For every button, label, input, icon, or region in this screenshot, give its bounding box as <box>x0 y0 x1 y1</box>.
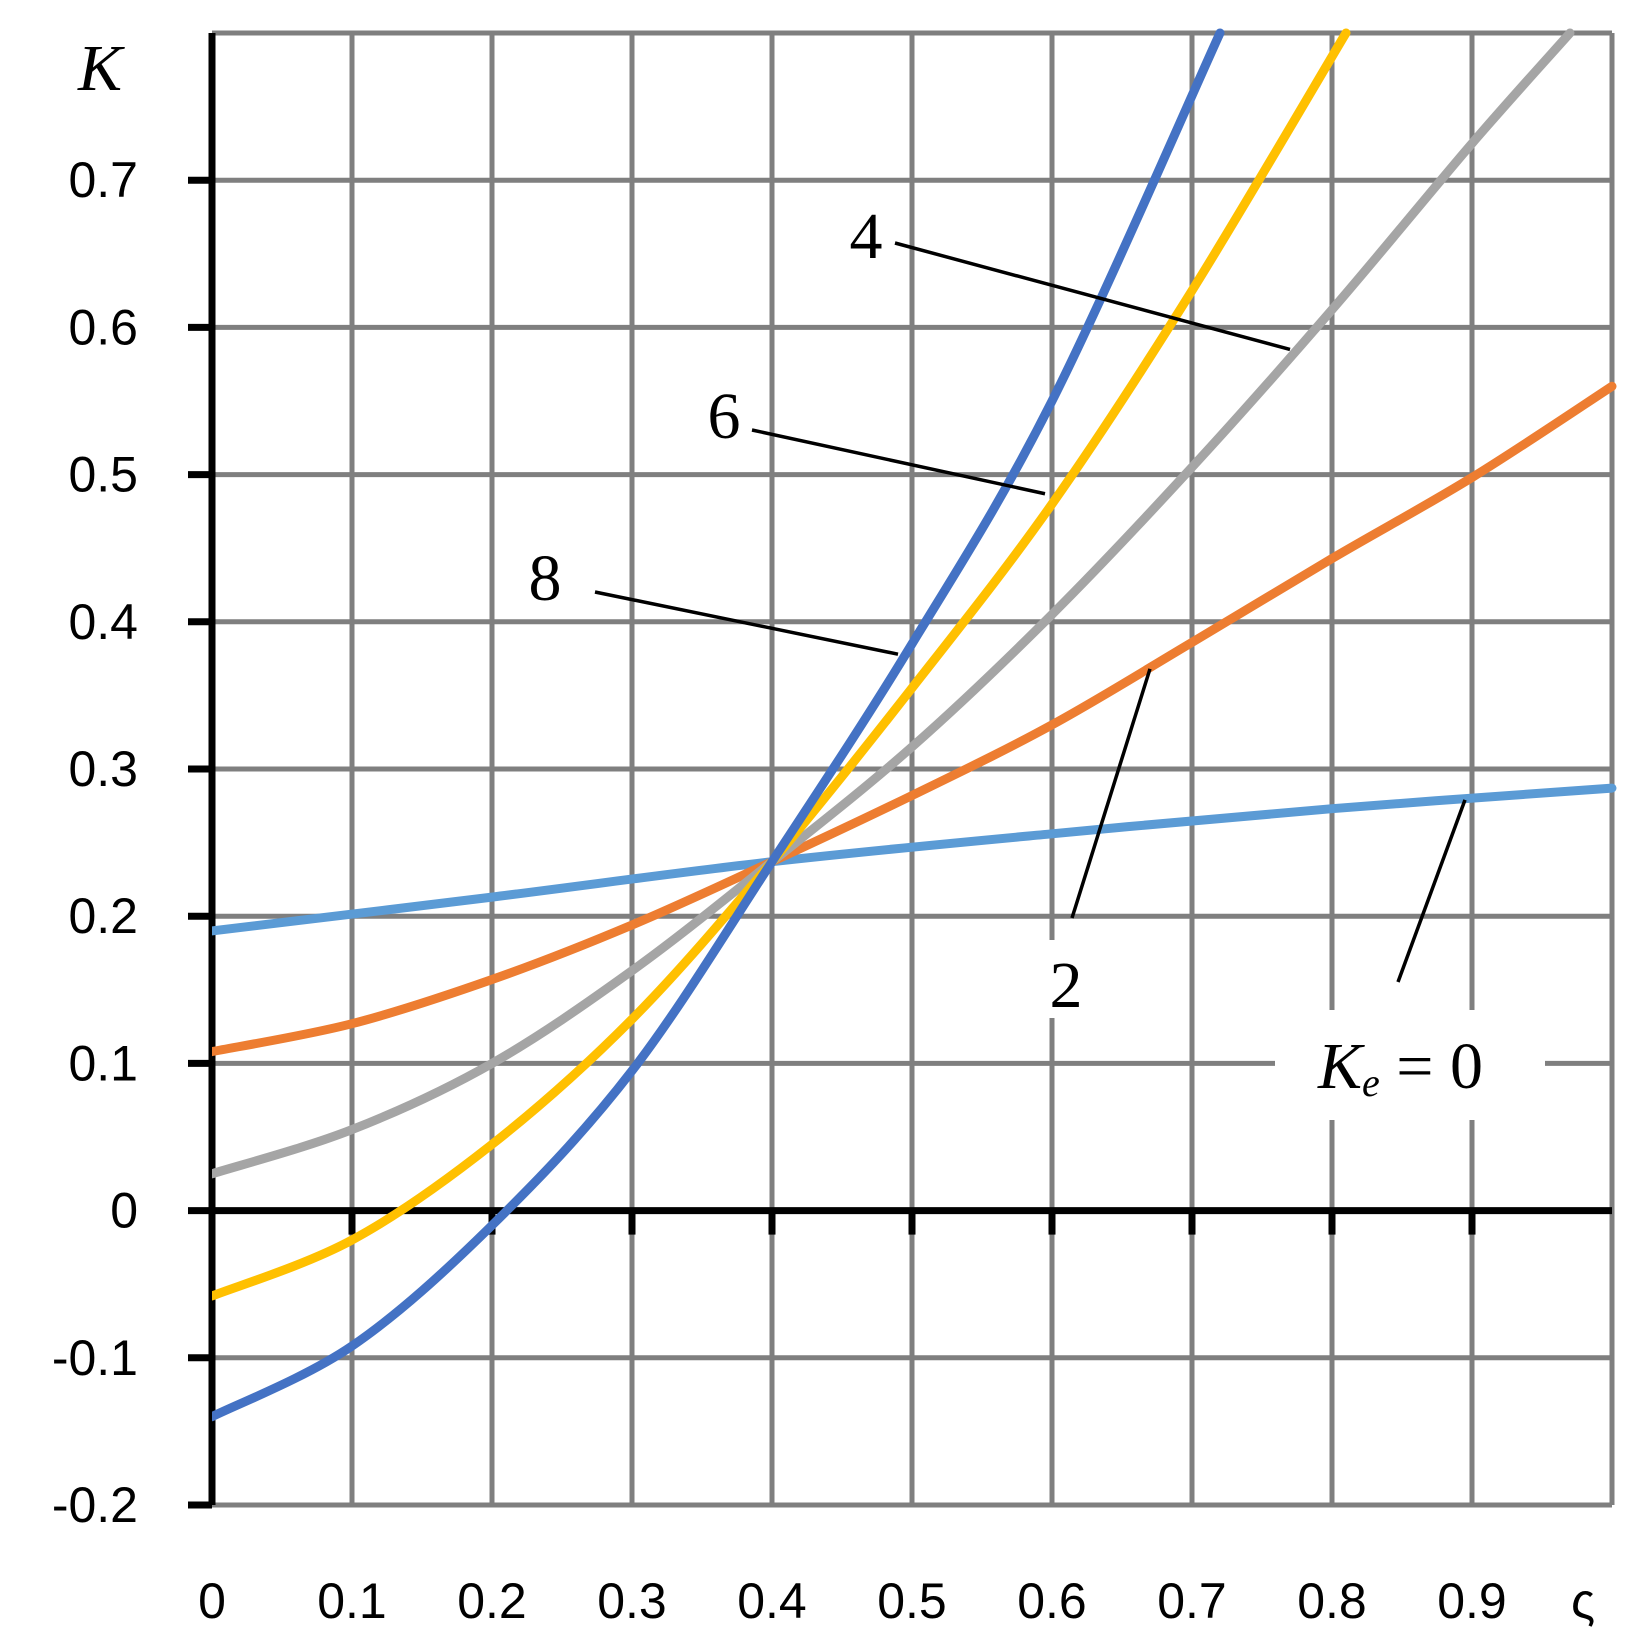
x-tick-label: 0.7 <box>1157 1573 1227 1629</box>
series-line-ke-2 <box>212 381 1617 1057</box>
x-axis-label: ς <box>1571 1573 1595 1629</box>
x-tick-label: 0 <box>198 1573 226 1629</box>
y-tick-label: 0 <box>110 1183 138 1239</box>
y-tick-label: 0.1 <box>68 1035 138 1091</box>
x-tick-label: 0.1 <box>317 1573 387 1629</box>
x-tick-label: 0.4 <box>737 1573 807 1629</box>
leader-lines <box>594 241 1467 983</box>
ke-symbol: K <box>1317 1030 1365 1103</box>
leader-line-ke-2 <box>1070 668 1152 919</box>
series-line-ke-6 <box>212 28 1351 1301</box>
y-tick-label: 0.6 <box>68 299 138 355</box>
annotation-label-4: 4 <box>850 200 883 273</box>
y-tick-label: 0.2 <box>68 888 138 944</box>
grid <box>212 30 1615 1508</box>
y-tick-label: 0.4 <box>68 594 138 650</box>
svg-text:Ke = 0: Ke = 0 <box>1317 1030 1483 1105</box>
x-tick-label: 0.9 <box>1437 1573 1507 1629</box>
x-tick-label: 0.8 <box>1297 1573 1367 1629</box>
annotation-label-6: 6 <box>708 380 741 453</box>
ke-subscript: e <box>1362 1060 1380 1105</box>
annotation-backdrop-2 <box>1030 940 1102 1018</box>
y-axis-label: K <box>77 32 125 105</box>
labels: K ς 8 6 4 2 Ke = 0 -0.2 -0.1 0 0.1 0.2 0.3 0.4… <box>52 32 1595 1629</box>
y-tick-label: -0.2 <box>52 1477 138 1533</box>
annotation-label-8: 8 <box>529 542 562 615</box>
y-tick-label: 0.7 <box>68 152 138 208</box>
ke-value: = 0 <box>1380 1030 1483 1103</box>
annotation-label-ke0: Ke = 0 <box>1275 1010 1545 1120</box>
leader-line-ke-6 <box>751 428 1046 496</box>
leader-line-ke-4 <box>894 241 1291 352</box>
y-tick-label: 0.5 <box>68 447 138 503</box>
y-tick-label: -0.1 <box>52 1330 138 1386</box>
leader-line-ke-8 <box>594 590 899 656</box>
series-line-ke-8 <box>212 28 1225 1422</box>
x-tick-label: 0.2 <box>457 1573 527 1629</box>
x-tick-label: 0.5 <box>877 1573 947 1629</box>
leader-line-ke-0 <box>1396 799 1467 983</box>
y-tick-label: 0.3 <box>68 741 138 797</box>
axes <box>188 33 1612 1509</box>
x-tick-label: 0.3 <box>597 1573 667 1629</box>
annotation-label-2: 2 <box>1050 949 1083 1022</box>
series-line-ke-4 <box>212 28 1575 1179</box>
x-tick-label: 0.6 <box>1017 1573 1087 1629</box>
series-line-ke-0 <box>212 783 1617 936</box>
